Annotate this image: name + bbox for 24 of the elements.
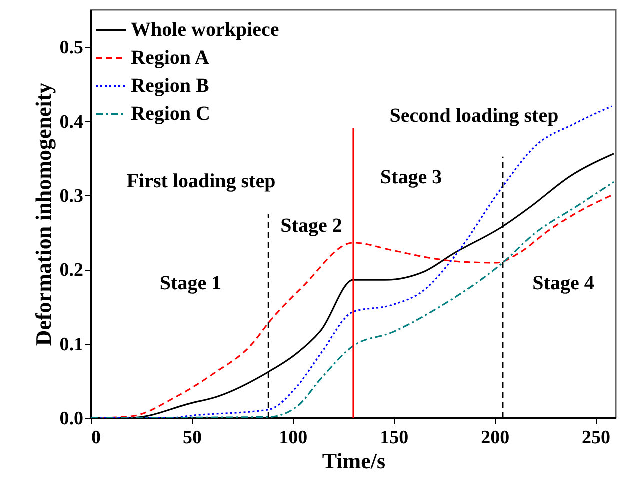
x-tick-label: 150 — [380, 428, 409, 448]
y-axis-title: Deformation inhomogeneity — [30, 82, 56, 346]
x-tick-label: 100 — [279, 428, 308, 448]
y-tick-label: 0.3 — [60, 186, 84, 207]
annotation: Stage 3 — [380, 166, 442, 188]
annotation: Stage 2 — [280, 215, 342, 238]
x-axis-title: Time/s — [322, 448, 386, 474]
y-tick-label: 0.1 — [60, 334, 84, 356]
legend-label: Whole workpiece — [131, 19, 280, 41]
x-tick-label: 200 — [481, 428, 510, 448]
legend-label: Region C — [131, 103, 210, 125]
legend-label: Region B — [131, 75, 210, 97]
x-tick-label: 0 — [92, 428, 101, 448]
annotation: Stage 4 — [532, 272, 594, 294]
y-tick-label: 0.4 — [60, 112, 84, 133]
y-tick-label: 0.5 — [60, 38, 84, 59]
annotation: First loading step — [126, 170, 276, 192]
annotation: Stage 1 — [160, 272, 222, 294]
y-tick-label: 0.2 — [60, 260, 84, 282]
x-tick-label: 50 — [182, 428, 202, 448]
y-tick-label: 0.0 — [60, 408, 84, 430]
annotation: Second loading step — [390, 105, 559, 128]
x-tick-label: 250 — [582, 428, 611, 448]
legend-label: Region A — [131, 47, 210, 69]
